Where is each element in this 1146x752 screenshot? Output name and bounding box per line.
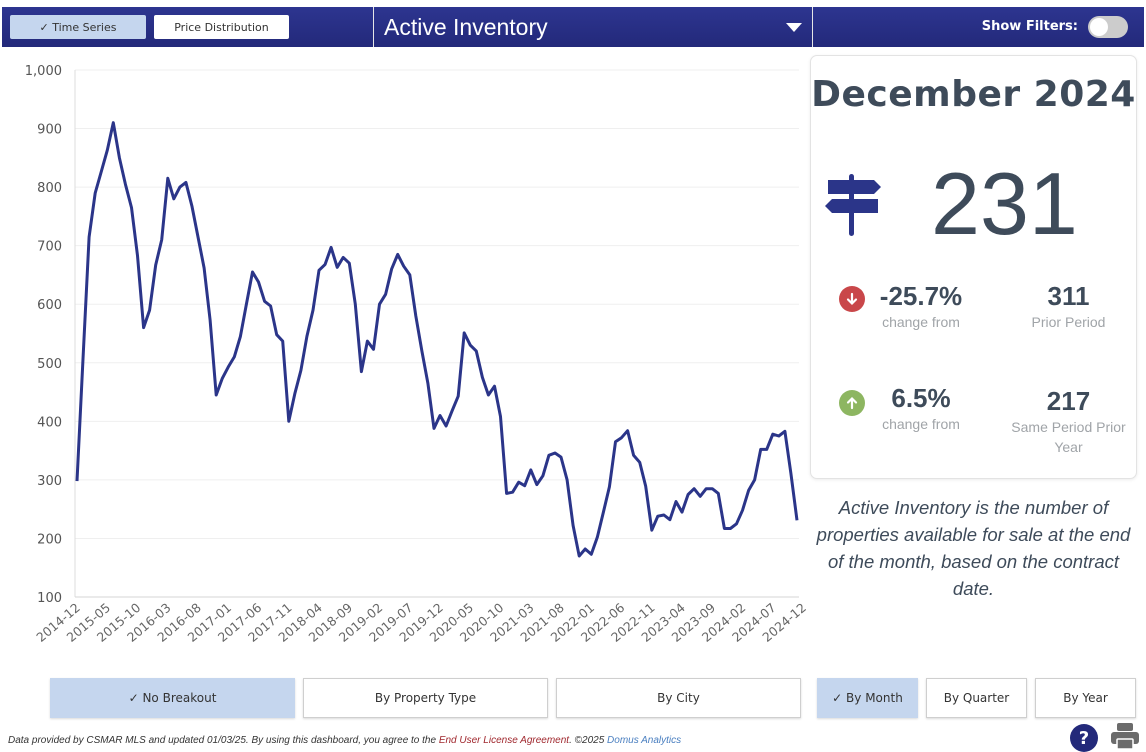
y-tick-label: 200: [37, 532, 62, 547]
yoy-change-value: 6.5%: [891, 383, 951, 413]
y-tick-label: 600: [37, 298, 62, 313]
metric-description: Active Inventory is the number of proper…: [816, 497, 1131, 599]
time-series-chart: 100 200 300 400 500 600 700 800 900 1,000 2014-12 2…: [0, 55, 806, 665]
y-tick-label: 400: [37, 415, 62, 430]
y-tick-label: 100: [37, 591, 62, 606]
printer-icon[interactable]: [1110, 722, 1140, 750]
prior-period-label: Prior Period: [1031, 314, 1106, 330]
mom-change-value: -25.7%: [879, 281, 963, 311]
mom-change-stat: -25.7% change from: [866, 281, 976, 332]
arrow-up-icon: [839, 390, 865, 416]
y-tick-label: 300: [37, 474, 62, 489]
same-period-value: 217: [1046, 386, 1091, 416]
show-filters-label: Show Filters:: [981, 19, 1078, 34]
period-title: December 2024: [811, 74, 1136, 115]
eula-link[interactable]: End User License Agreement: [438, 735, 570, 746]
summary-card: December 2024 231 -25.7% change from 311…: [810, 55, 1137, 479]
current-value: 231: [931, 154, 1078, 253]
show-filters-toggle[interactable]: [1088, 16, 1128, 38]
toggle-knob: [1090, 18, 1108, 36]
y-tick-label: 900: [37, 123, 62, 138]
by-city-button[interactable]: By City: [556, 678, 801, 718]
metric-select-value: Active Inventory: [384, 13, 548, 40]
y-tick-label: 700: [37, 240, 62, 255]
copyright-text: . ©2025: [569, 735, 608, 746]
series-line-active-inventory: [75, 121, 799, 558]
arrow-down-icon: [839, 286, 865, 312]
by-year-button[interactable]: By Year: [1035, 678, 1136, 718]
yoy-change-label: change from: [882, 416, 960, 432]
help-icon[interactable]: ?: [1070, 724, 1098, 752]
yoy-change-stat: 6.5% change from: [866, 383, 976, 434]
domus-link[interactable]: Domus Analytics: [607, 735, 682, 746]
same-period-stat: 217 Same Period Prior Year: [1001, 386, 1136, 457]
top-bar: ✓ Time Series Price Distribution Active …: [2, 7, 1144, 47]
by-month-button[interactable]: ✓ By Month: [817, 678, 918, 718]
mom-change-label: change from: [882, 314, 960, 330]
tab-price-distribution[interactable]: Price Distribution: [154, 15, 289, 39]
footer: Data provided by CSMAR MLS and updated 0…: [8, 735, 681, 746]
no-breakout-button[interactable]: ✓ No Breakout: [50, 678, 295, 718]
same-period-label: Same Period Prior Year: [1011, 419, 1126, 455]
signpost-icon: [825, 174, 881, 236]
footer-text: Data provided by CSMAR MLS and updated 0…: [8, 735, 439, 746]
by-quarter-button[interactable]: By Quarter: [926, 678, 1027, 718]
by-property-type-button[interactable]: By Property Type: [303, 678, 548, 718]
y-tick-label: 800: [37, 181, 62, 196]
prior-period-value: 311: [1047, 281, 1090, 311]
prior-period-stat: 311 Prior Period: [1006, 281, 1131, 332]
y-tick-label: 500: [37, 357, 62, 372]
metric-select[interactable]: Active Inventory: [373, 7, 813, 47]
tab-time-series[interactable]: ✓ Time Series: [10, 15, 146, 39]
chart-svg: 1002003004005006007008009001,0002014-122…: [25, 64, 806, 645]
y-tick-label: 1,000: [25, 64, 62, 79]
caret-down-icon: [786, 23, 802, 32]
